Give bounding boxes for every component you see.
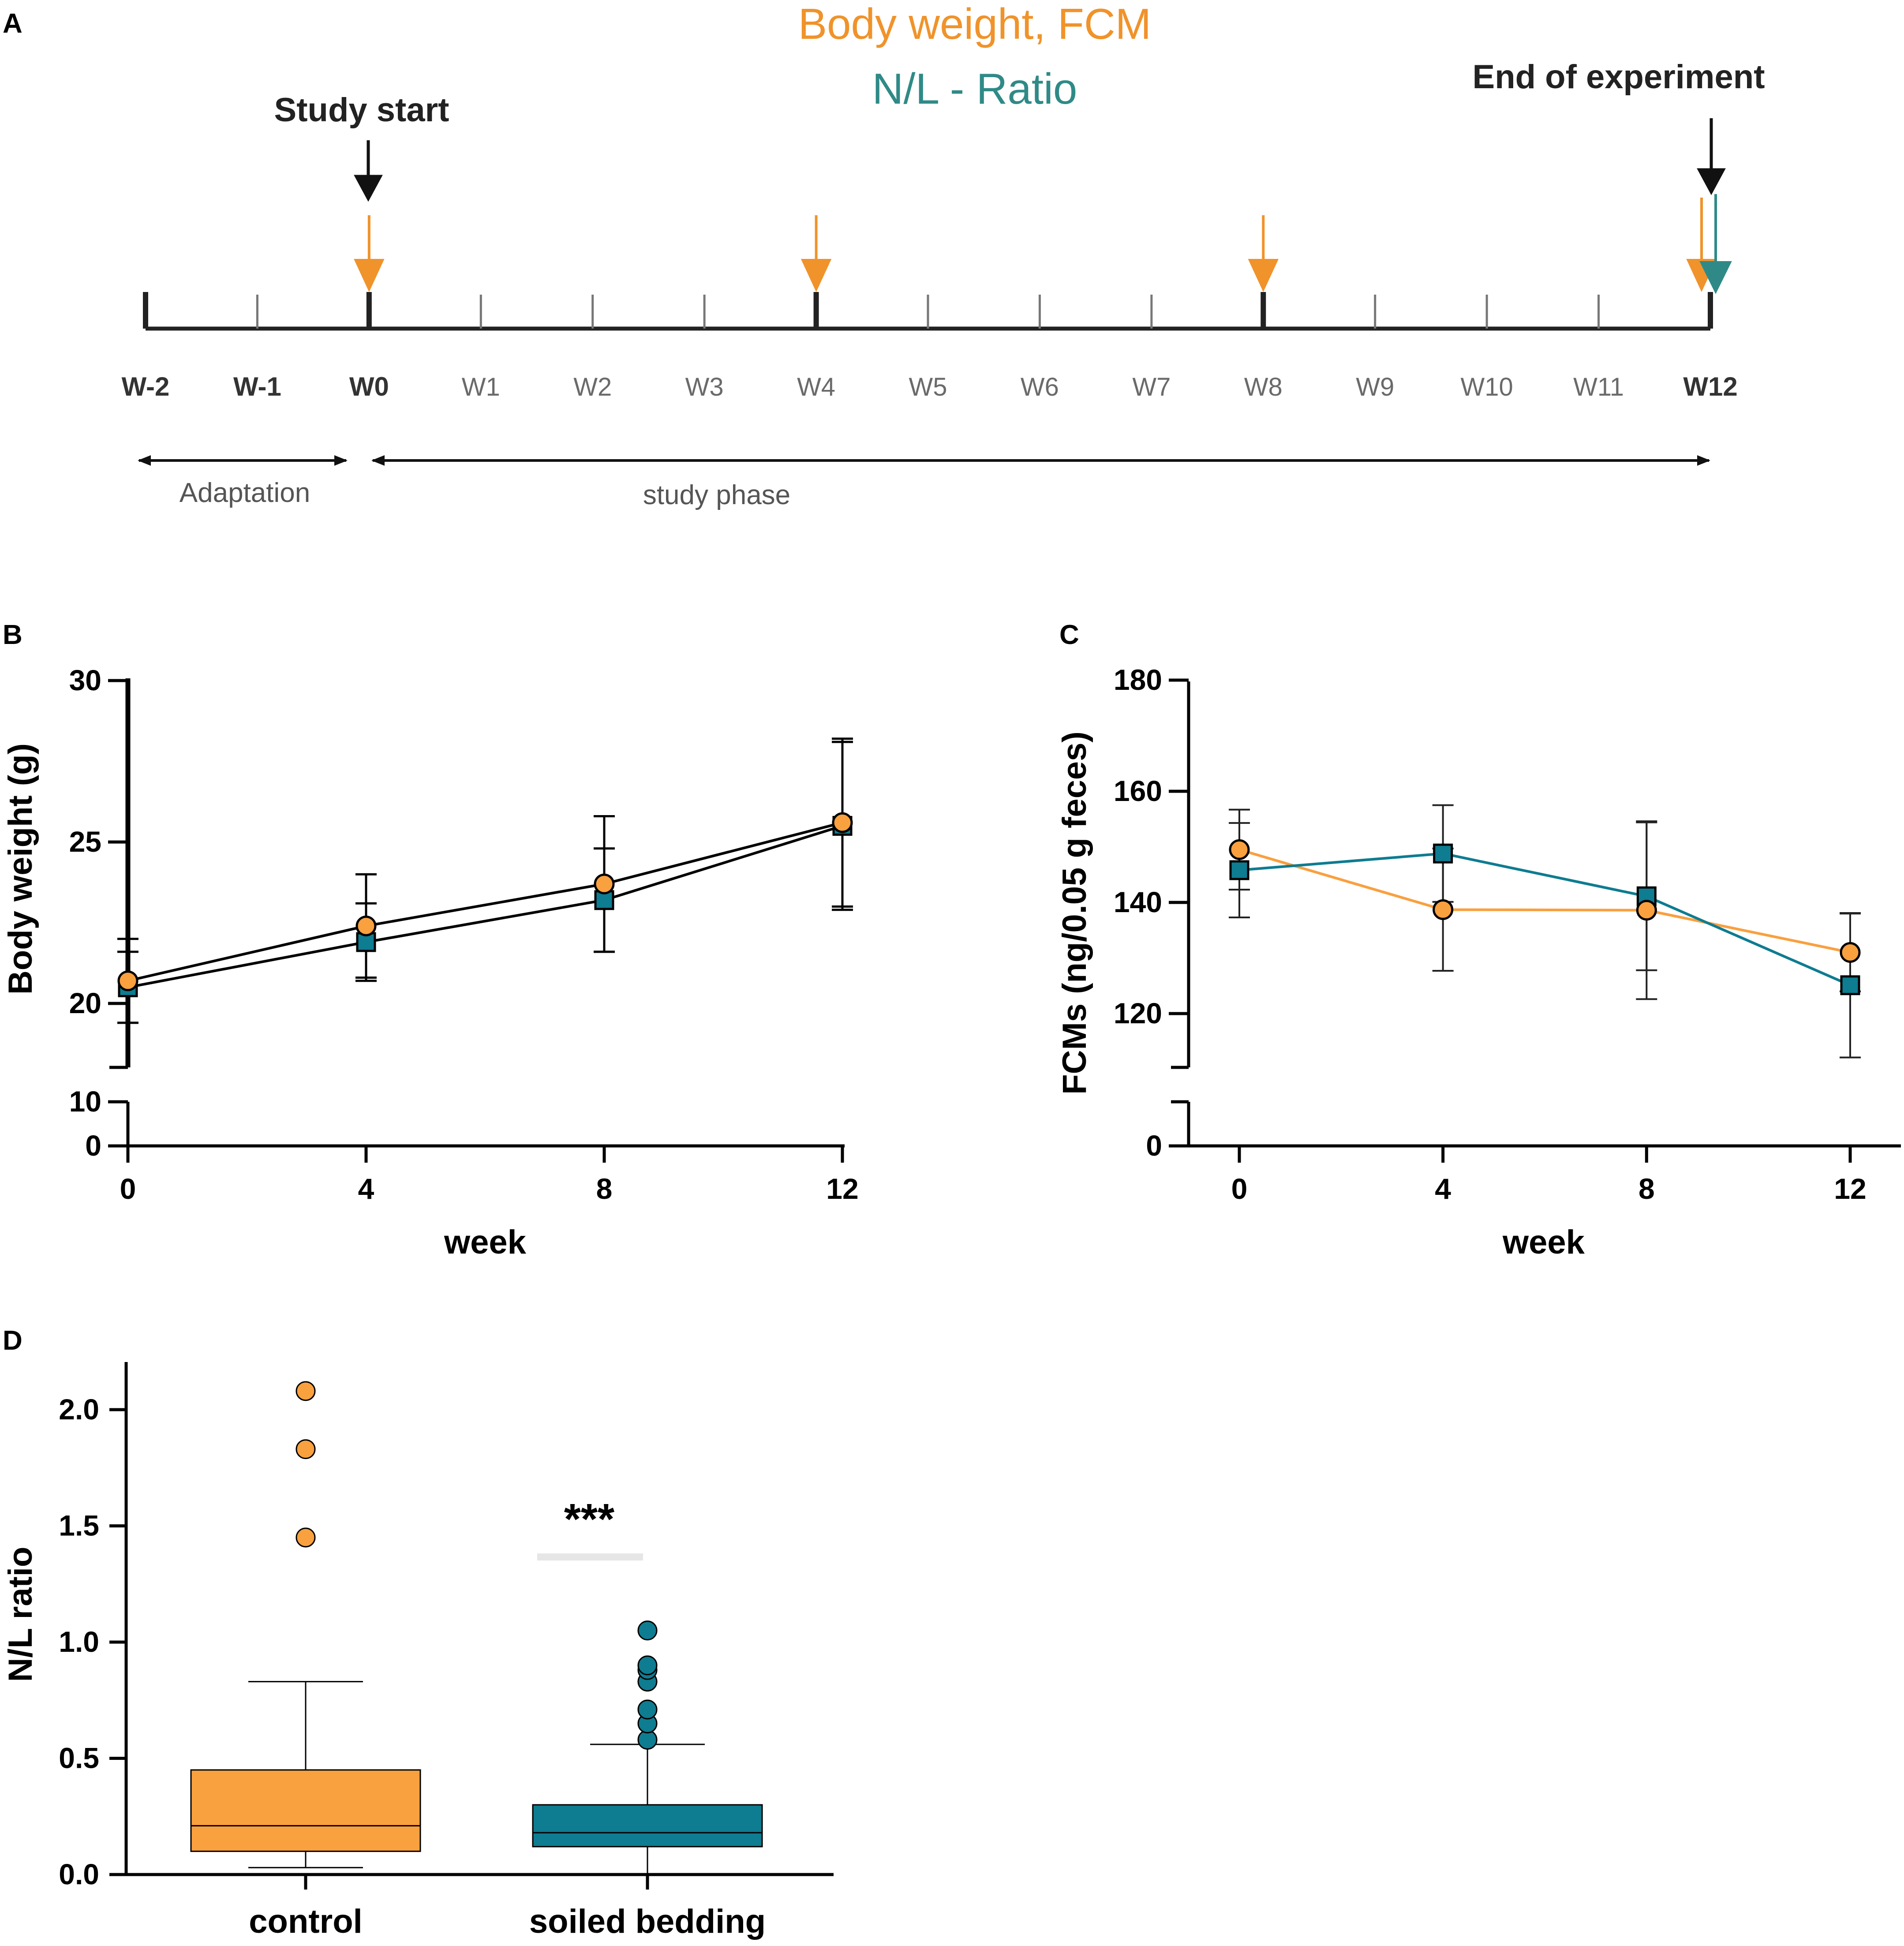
fcm-point-soiled-bedding	[1840, 975, 1860, 995]
fcm-point-control	[1636, 900, 1657, 921]
fcm-y-label: FCMs (ng/0.05 g feces)	[1056, 731, 1093, 1095]
timeline-label-w-2: W-2	[122, 372, 170, 401]
study-phase-label: study phase	[643, 480, 790, 510]
study-start-label: Study start	[274, 91, 449, 129]
timeline-label-w6: W6	[1021, 373, 1059, 401]
timeline-label-w12: W12	[1683, 372, 1737, 401]
significance-stars: ***	[564, 1495, 615, 1543]
panel-label-c: C	[1059, 620, 1079, 650]
fcm-line-soiled-bedding	[1239, 852, 1851, 987]
fcm-arrow-w4	[801, 215, 832, 292]
outlier-soiled-bedding	[637, 1620, 658, 1641]
timeline-axis	[143, 292, 1713, 331]
nl-ratio-axes	[124, 1362, 834, 1876]
body-weight-x-tick-label: 4	[358, 1172, 374, 1205]
body-weight-chart: 0 4 8 12 20 25 30 0 10 week Body weight (g)	[2, 664, 859, 1261]
fcm-x-tick-label: 12	[1834, 1172, 1866, 1205]
nl-ratio-y-tick-label: 1.5	[59, 1509, 99, 1542]
body-weight-line-soiled-bedding	[127, 824, 843, 989]
body-weight-x-tick-label: 12	[826, 1172, 858, 1205]
fcm-y-tick-label: 120	[1114, 997, 1162, 1029]
fcm-arrow-w0	[354, 215, 385, 292]
end-of-experiment-arrow	[1697, 118, 1726, 195]
fcm-y-tick-label: 0	[1146, 1129, 1162, 1162]
category-label-soiled-bedding: soiled bedding	[529, 1903, 766, 1940]
body-weight-x-tick-label: 0	[120, 1172, 136, 1205]
fcm-y-tick-label: 180	[1114, 663, 1162, 696]
box-soiled-bedding	[532, 1804, 763, 1848]
body-weight-point-control	[355, 915, 377, 936]
body-weight-y-axis	[109, 678, 131, 1146]
timeline-label-w9: W9	[1356, 373, 1394, 401]
study-start-arrow	[354, 140, 383, 202]
timeline-label-w-1: W-1	[233, 372, 281, 401]
nl-ratio-y-label: N/L ratio	[2, 1547, 39, 1682]
fcm-point-control	[1433, 899, 1454, 920]
sampling-arrows	[354, 194, 1732, 294]
fcm-line-control	[1239, 848, 1851, 954]
fcm-y-tick-label: 140	[1114, 886, 1162, 918]
timeline-label-w10: W10	[1461, 373, 1513, 401]
fcm-y-axis	[1171, 681, 1190, 1146]
legend-body-weight-fcm: Body weight, FCM	[798, 0, 1152, 48]
timeline-label-w8: W8	[1244, 373, 1283, 401]
body-weight-y-label: Body weight (g)	[2, 743, 39, 995]
outlier-soiled-bedding	[637, 1699, 658, 1720]
category-label-control: control	[249, 1903, 363, 1940]
body-weight-point-control	[594, 873, 615, 894]
body-weight-line-control	[127, 821, 843, 982]
body-weight-y-tick-label: 20	[69, 987, 101, 1019]
body-weight-point-soiled-bedding	[356, 932, 376, 952]
panel-label-a: A	[3, 8, 22, 39]
timeline-week-labels: W-2 W-1 W0 W1 W2 W3 W4 W5 W6 W7 W8 W9 W10 W11 W12	[122, 372, 1738, 401]
timeline-panel: Body weight, FCM N/L - Ratio Study start…	[122, 0, 1765, 510]
timeline-label-w4: W4	[797, 373, 835, 401]
panel-label-b: B	[3, 620, 22, 650]
fcm-x-tick-label: 8	[1638, 1172, 1655, 1205]
fcm-x-label: week	[1502, 1224, 1585, 1261]
body-weight-y-tick-label: 0	[85, 1129, 101, 1162]
timeline-label-w11: W11	[1573, 373, 1624, 401]
body-weight-x-tick-label: 8	[596, 1172, 613, 1205]
fcm-x-tick-label: 4	[1435, 1172, 1451, 1205]
outlier-soiled-bedding	[637, 1655, 658, 1676]
fcm-arrow-w8	[1248, 215, 1279, 292]
nl-ratio-y-tick-label: 0.0	[59, 1858, 99, 1890]
timeline-label-w3: W3	[685, 373, 724, 401]
body-weight-point-control	[117, 970, 138, 992]
body-weight-y-tick-label: 30	[69, 664, 101, 696]
nl-ratio-chart: 0.0 0.5 1.0 1.5 2.0 control soiled bedding ***…	[2, 1362, 834, 1940]
fcm-y-tick-label: 160	[1114, 775, 1162, 807]
timeline-label-w0: W0	[349, 372, 389, 401]
body-weight-y-tick-label: 10	[69, 1085, 101, 1118]
fcm-point-soiled-bedding	[1229, 860, 1249, 880]
timeline-label-w1: W1	[462, 373, 500, 401]
fcm-point-soiled-bedding	[1433, 843, 1453, 864]
fcm-point-control	[1229, 839, 1250, 860]
timeline-label-w7: W7	[1132, 373, 1171, 401]
outlier-control	[296, 1381, 316, 1401]
fcm-x-tick-label: 0	[1231, 1172, 1248, 1205]
fcm-point-control	[1840, 942, 1861, 963]
nl-ratio-y-tick-label: 2.0	[59, 1393, 99, 1426]
outlier-control	[296, 1439, 316, 1460]
nl-ratio-y-tick-label: 0.5	[59, 1742, 99, 1774]
end-of-experiment-label: End of experiment	[1473, 58, 1765, 96]
body-weight-point-control	[832, 812, 853, 833]
box-control	[190, 1769, 421, 1852]
panel-label-d: D	[3, 1325, 22, 1356]
body-weight-y-tick-label: 25	[69, 825, 101, 858]
fcm-chart: 0 4 8 12 120 140 160 180 0 week FCMs (ng/0.05 g …	[1056, 663, 1901, 1261]
body-weight-x-label: week	[444, 1224, 527, 1261]
nl-arrow-w12	[1699, 194, 1732, 294]
nl-ratio-y-tick-label: 1.0	[59, 1625, 99, 1658]
legend-nl-ratio: N/L - Ratio	[872, 64, 1077, 113]
adaptation-label: Adaptation	[180, 478, 310, 508]
timeline-label-w5: W5	[909, 373, 947, 401]
timeline-label-w2: W2	[573, 373, 612, 401]
outlier-control	[296, 1527, 316, 1548]
